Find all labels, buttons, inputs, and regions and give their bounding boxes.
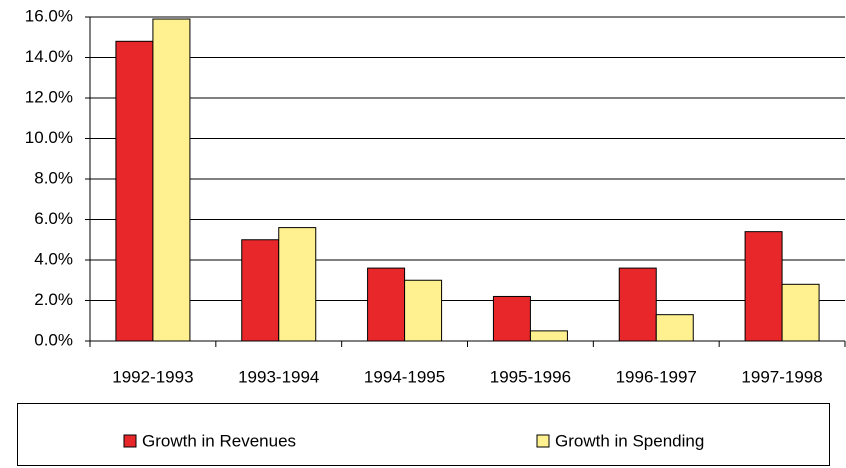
bar	[492, 295, 531, 342]
y-tick-label: 14.0%	[25, 47, 73, 66]
y-tick-label: 8.0%	[34, 168, 73, 187]
x-tick-label: 1992-1993	[112, 367, 193, 386]
bar	[367, 267, 406, 342]
legend-box	[17, 403, 830, 466]
bar	[744, 231, 783, 342]
bar	[781, 283, 820, 342]
legend-swatch	[536, 434, 550, 448]
bar	[529, 330, 568, 342]
bar	[241, 239, 280, 342]
x-tick-label: 1997-1998	[741, 367, 822, 386]
y-tick-label: 16.0%	[25, 6, 73, 25]
bar	[278, 227, 317, 342]
x-tick-label: 1996-1997	[616, 367, 697, 386]
bar	[115, 40, 154, 342]
bar	[655, 314, 694, 342]
x-tick-label: 1993-1994	[238, 367, 319, 386]
legend-label: Growth in Revenues	[142, 431, 296, 450]
y-tick-label: 0.0%	[34, 330, 73, 349]
bar	[152, 18, 191, 342]
x-tick-label: 1995-1996	[490, 367, 571, 386]
legend-swatch	[123, 434, 137, 448]
y-tick-label: 2.0%	[34, 290, 73, 309]
y-tick-label: 6.0%	[34, 209, 73, 228]
y-tick-label: 12.0%	[25, 87, 73, 106]
bar	[404, 279, 443, 342]
bar	[618, 267, 657, 342]
y-tick-label: 4.0%	[34, 249, 73, 268]
x-tick-label: 1994-1995	[364, 367, 445, 386]
y-tick-label: 10.0%	[25, 128, 73, 147]
legend-label: Growth in Spending	[555, 431, 704, 450]
